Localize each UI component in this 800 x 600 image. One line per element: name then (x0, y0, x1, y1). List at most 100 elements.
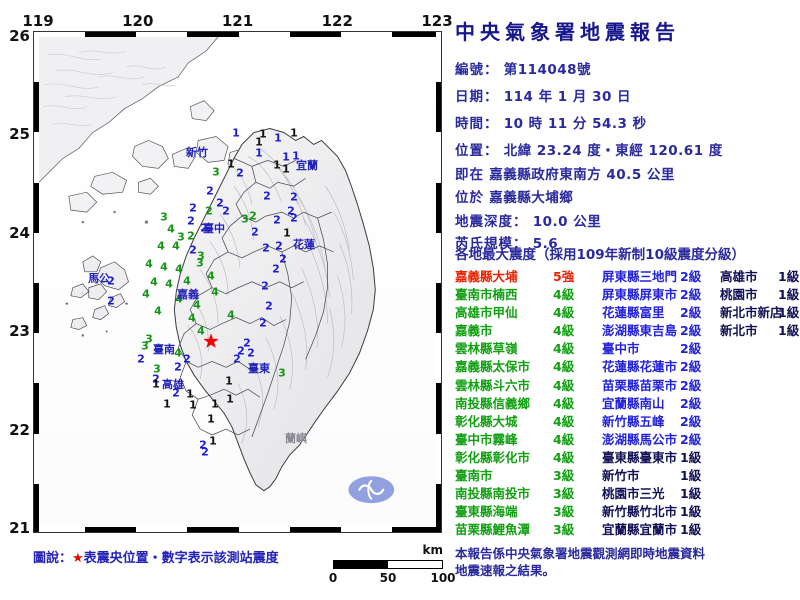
meta-label: 位於 (455, 190, 484, 206)
intensity-place: 嘉義縣太保市 (455, 359, 531, 375)
station-marker: 4 (142, 287, 150, 301)
station-marker: 1 (227, 157, 235, 171)
city-label-花蓮: 花蓮 (293, 238, 315, 251)
station-marker: 1 (186, 387, 194, 401)
intensity-place: 臺南市楠西 (455, 287, 518, 303)
latitude-axis-labels: 26 25 24 23 22 21 (0, 0, 32, 600)
map-frame-top-ticks (34, 32, 441, 37)
station-marker: 2 (275, 239, 283, 253)
station-marker: 2 (187, 214, 195, 228)
intensity-row: 屏東縣屏東市 2級 (602, 286, 720, 304)
city-label-宜蘭: 宜蘭 (296, 159, 318, 172)
intensity-level: 2級 (680, 413, 702, 429)
station-marker: 4 (193, 298, 201, 312)
lon-tick-120: 120 (122, 12, 154, 30)
station-marker: 4 (165, 277, 173, 291)
station-marker: 1 (292, 149, 300, 163)
station-marker: 1 (207, 412, 215, 426)
meta-value: 5.6 (527, 236, 559, 252)
legend-caption: 圖說：★表震央位置・數字表示該測站震度 (33, 547, 279, 566)
intensity-place: 嘉義市 (455, 323, 493, 339)
intensity-place: 高雄市甲仙 (455, 305, 518, 321)
intensity-level: 4級 (553, 449, 575, 465)
station-marker: 3 (145, 332, 153, 346)
station-marker: 1 (274, 131, 282, 145)
station-marker: 2 (273, 213, 281, 227)
intensity-row: 新竹縣五峰 2級 (602, 413, 720, 431)
longitude-axis-labels: 119 120 121 122 123 (0, 12, 453, 30)
station-marker: 2 (262, 241, 270, 255)
station-marker: 2 (251, 225, 259, 239)
intensity-row: 花蓮縣富里 2級 (602, 304, 720, 322)
lon-tick-119: 119 (22, 12, 54, 30)
intensity-column-b: 屏東縣三地門 2級 屏東縣屏東市 2級 花蓮縣富里 2級 澎湖縣東吉島 2級 臺中市 2級 花蓮縣花… (602, 268, 720, 539)
station-marker: 1 (163, 397, 171, 411)
meta-value: 第114048號 (498, 62, 592, 78)
scale-unit-label: km (422, 543, 443, 557)
station-marker: 2 (199, 438, 207, 452)
meta-value: 114 年 1 月 30 日 (498, 89, 632, 105)
intensity-place: 臺東縣臺東市 (602, 449, 678, 465)
station-marker: 2 (172, 386, 180, 400)
intensity-level: 2級 (680, 323, 702, 339)
lon-tick-123: 123 (421, 12, 453, 30)
station-marker: 2 (287, 204, 295, 218)
station-marker: 2 (200, 221, 208, 235)
intensity-row: 嘉義縣太保市 4級 (455, 358, 605, 376)
intensity-place: 屏東縣屏東市 (602, 287, 678, 303)
meta-field: 即在 嘉義縣政府東南方 40.5 公里 (455, 163, 675, 183)
intensity-place: 新北市新店 (720, 305, 783, 321)
lat-tick-22: 22 (9, 420, 30, 439)
station-marker: 1 (152, 377, 160, 391)
footnote-line-1: 本報告係中央氣象署地震觀測網即時地震資料 (455, 546, 706, 561)
station-marker: 2 (233, 352, 241, 366)
intensity-level: 2級 (680, 305, 702, 321)
station-marker: 1 (282, 150, 290, 164)
station-marker: 3 (278, 366, 286, 380)
station-marker: 1 (282, 162, 290, 176)
intensity-level: 1級 (680, 486, 702, 502)
intensity-level: 2級 (680, 359, 702, 375)
intensity-row: 高雄市 1級 (720, 268, 800, 286)
meta-field: 時間： 10 時 11 分 54.3 秒 (455, 112, 647, 132)
station-marker: 4 (160, 260, 168, 274)
station-marker: 2 (189, 243, 197, 257)
intensity-row: 高雄市甲仙 4級 (455, 304, 605, 322)
meta-value: 嘉義縣大埔鄉 (484, 190, 574, 206)
intensity-column-c: 高雄市 1級 桃園市 1級 新北市新店 1級 新北市 1級 (720, 268, 800, 340)
station-marker: 2 (174, 360, 182, 374)
intensity-row: 新北市 1級 (720, 322, 800, 340)
intensity-level: 3級 (553, 522, 575, 538)
intensity-row: 彰化縣大城 4級 (455, 413, 605, 431)
station-marker: 3 (196, 256, 204, 270)
station-marker: 2 (249, 209, 257, 223)
intensity-level: 2級 (680, 341, 702, 357)
station-marker: 2 (183, 352, 191, 366)
intensity-level: 1級 (680, 468, 702, 484)
station-marker: 1 (225, 374, 233, 388)
station-marker: 2 (272, 262, 280, 276)
meta-value: 10 時 11 分 54.3 秒 (498, 116, 647, 132)
map-panel: 119 120 121 122 123 26 25 24 23 22 21 (0, 0, 455, 600)
intensity-place: 彰化縣大城 (455, 413, 518, 429)
page-title: 中央氣象署地震報告 (455, 20, 680, 44)
intensity-level: 4級 (553, 431, 575, 447)
meta-field: 位於 嘉義縣大埔鄉 (455, 186, 573, 206)
scale-bar-graphic (333, 560, 443, 569)
intensity-row: 新北市新店 1級 (720, 304, 800, 322)
lat-tick-25: 25 (9, 125, 30, 144)
intensity-row: 苗栗縣鯉魚潭 3級 (455, 521, 605, 539)
intensity-level: 2級 (680, 377, 702, 393)
station-marker: 4 (183, 274, 191, 288)
lon-tick-122: 122 (321, 12, 353, 30)
intensity-level: 2級 (680, 431, 702, 447)
intensity-place: 花蓮縣花蓮市 (602, 359, 678, 375)
station-marker: 2 (107, 294, 115, 308)
intensity-row: 臺南市 3級 (455, 467, 605, 485)
meta-label: 編號： (455, 62, 499, 78)
station-marker: 2 (263, 189, 271, 203)
intensity-place: 澎湖縣東吉島 (602, 323, 678, 339)
station-marker: 1 (273, 158, 281, 172)
